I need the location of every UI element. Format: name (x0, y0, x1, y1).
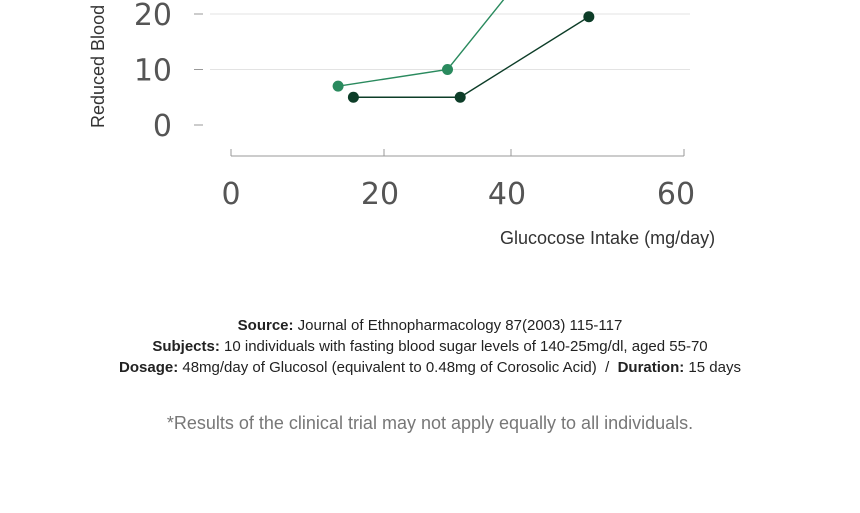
series-line-1 (337, 0, 505, 87)
chart-series (332, 0, 595, 103)
line-chart: 0 10 20 0 20 40 60 Reduced Blood Glucocose Int… (88, 0, 715, 248)
y-tick-label: 0 (153, 109, 172, 144)
duration-value: 15 days (684, 359, 741, 376)
duration-label: Duration: (617, 359, 685, 376)
subjects-value: 10 individuals with fasting blood sugar … (219, 338, 708, 355)
dosage-value: 48mg/day of Glucosol (equivalent to 0.48… (178, 359, 618, 376)
series-line-2 (353, 16, 590, 98)
study-notes: Source: Journal of Ethnopharmacology 87(… (0, 315, 860, 378)
dosage-label: Dosage: (119, 359, 179, 376)
y-axis-title: Reduced Blood (88, 5, 108, 128)
y-tick-label: 20 (134, 0, 172, 33)
source-value: Journal of Ethnopharmacology 87(2003) 11… (293, 317, 623, 334)
x-tick-label: 40 (488, 177, 526, 212)
chart-axes: 0 10 20 0 20 40 60 (134, 0, 695, 212)
disclaimer-text: *Results of the clinical trial may not a… (166, 413, 694, 433)
data-point-series-1 (442, 64, 453, 75)
source-line: Source: Journal of Ethnopharmacology 87(… (0, 315, 860, 336)
source-label: Source: (237, 317, 294, 334)
dosage-line: Dosage: 48mg/day of Glucosol (equivalent… (0, 357, 860, 378)
data-point-series-2 (583, 11, 595, 23)
y-tick-label: 10 (134, 54, 172, 89)
x-tick-label: 0 (221, 177, 240, 212)
x-tick-label: 60 (657, 177, 695, 212)
x-tick-label: 20 (361, 177, 399, 212)
subjects-line: Subjects: 10 individuals with fasting bl… (0, 336, 860, 357)
data-point-series-2 (347, 91, 359, 103)
data-point-series-1 (332, 80, 344, 92)
subjects-label: Subjects: (152, 338, 220, 355)
x-axis-title: Glucocose Intake (mg/day) (500, 228, 715, 248)
grid-lines (210, 13, 690, 70)
data-point-series-2 (454, 91, 466, 103)
